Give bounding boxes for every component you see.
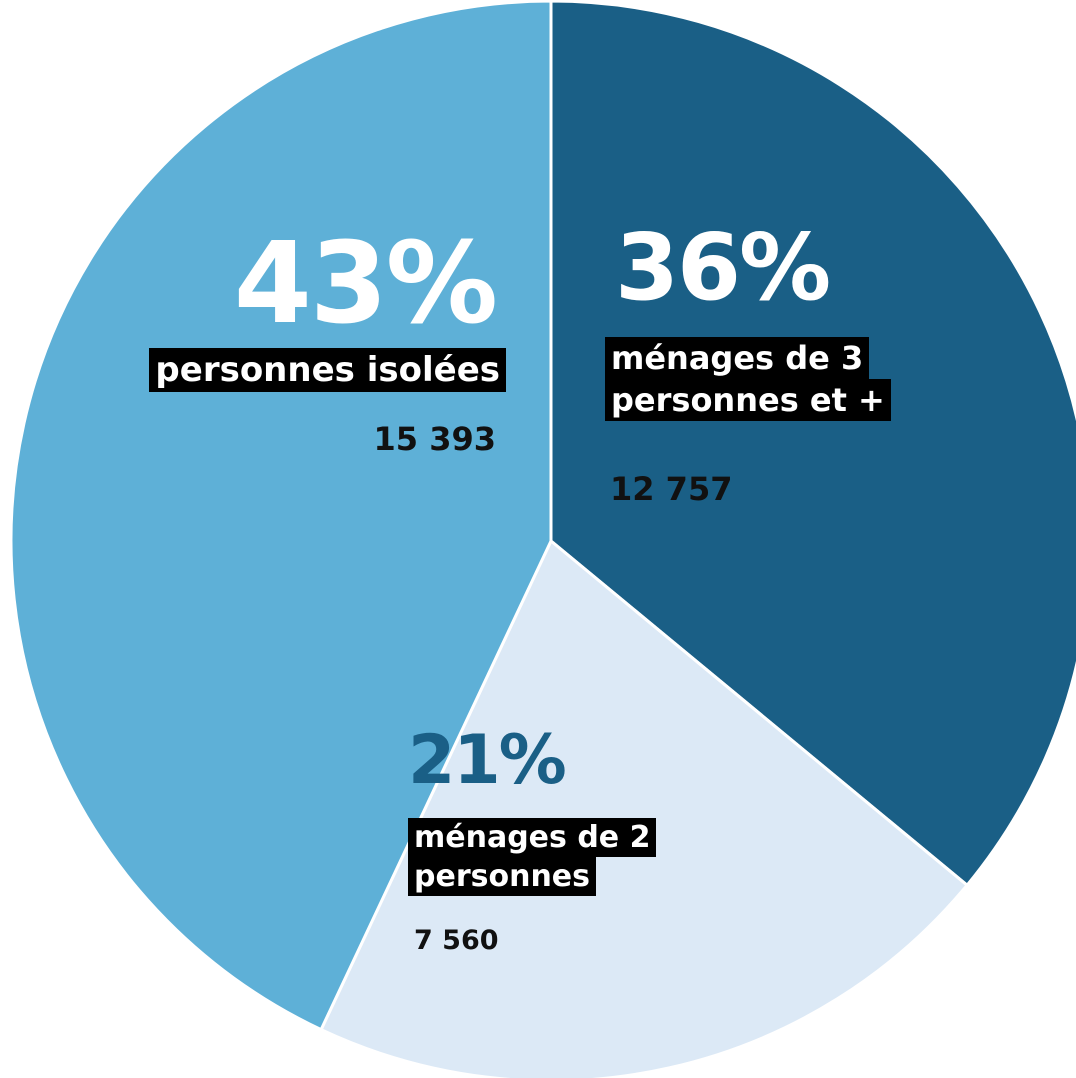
- category-label-text: ménages de 3 personnes et +: [605, 337, 891, 421]
- category-label-text: ménages de 2 personnes: [408, 818, 657, 896]
- pie-slice: [319, 538, 970, 1078]
- pie-slice: [9, 0, 553, 1032]
- percent-label: 43%: [233, 219, 498, 349]
- category-label-text: personnes isolées: [149, 348, 506, 392]
- count-label: 7 560: [414, 925, 499, 956]
- category-label: ménages de 3 personnes et +: [605, 337, 935, 421]
- count-label: 12 757: [610, 470, 733, 508]
- category-label: personnes isolées: [86, 348, 506, 392]
- percent-label: 36%: [615, 214, 831, 321]
- count-label: 15 393: [373, 420, 496, 458]
- category-label: ménages de 2 personnes: [408, 818, 658, 896]
- pie-slice: [549, 0, 1076, 888]
- percent-label: 21%: [408, 721, 567, 800]
